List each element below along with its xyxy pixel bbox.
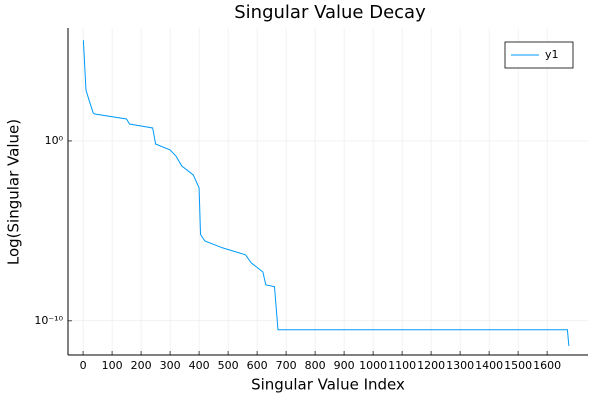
x-tick-label: 200 (131, 359, 152, 372)
x-tick-label: 1400 (475, 359, 503, 372)
x-tick-label: 500 (218, 359, 239, 372)
x-tick-label: 100 (102, 359, 123, 372)
x-tick-label: 0 (80, 359, 87, 372)
x-tick-label: 1600 (533, 359, 561, 372)
x-tick-label: 1300 (446, 359, 474, 372)
x-tick-label: 1000 (359, 359, 387, 372)
x-axis-label: Singular Value Index (251, 376, 405, 394)
chart-title: Singular Value Decay (234, 2, 426, 23)
x-tick-label: 900 (334, 359, 355, 372)
x-tick-label: 1200 (417, 359, 445, 372)
x-tick-label: 1500 (504, 359, 532, 372)
x-tick-label: 400 (189, 359, 210, 372)
y-tick-label: 10⁰ (45, 134, 64, 147)
x-tick-label: 600 (247, 359, 268, 372)
x-tick-label: 700 (276, 359, 297, 372)
x-tick-label: 1100 (388, 359, 416, 372)
y-tick-label: 10⁻¹⁰ (34, 314, 63, 327)
x-tick-label: 800 (305, 359, 326, 372)
legend-label: y1 (545, 48, 559, 61)
data-line (82, 40, 570, 347)
x-tick-label: 300 (160, 359, 181, 372)
y-axis-label: Log(Singular Value) (5, 119, 23, 265)
